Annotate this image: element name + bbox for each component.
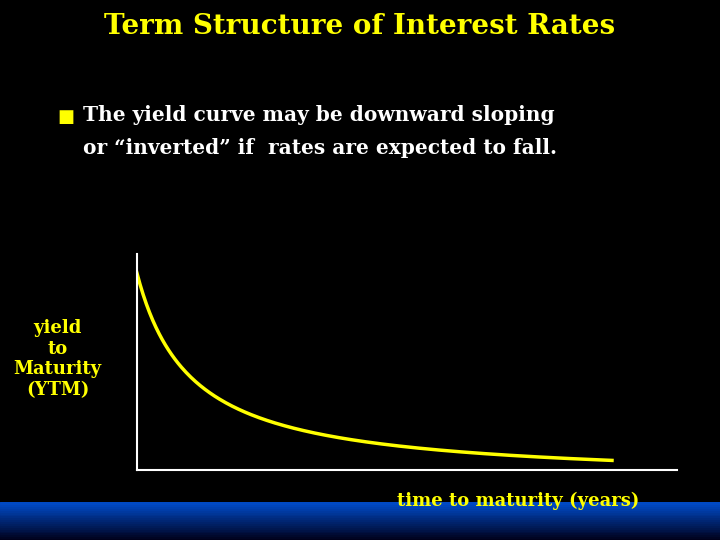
- Bar: [0, 504, 720, 506]
- Bar: [0, 508, 720, 510]
- Bar: [0, 519, 720, 521]
- Bar: [0, 529, 720, 530]
- Bar: [0, 527, 720, 529]
- Text: The yield curve may be downward sloping: The yield curve may be downward sloping: [83, 105, 554, 125]
- Bar: [0, 502, 720, 504]
- Bar: [0, 510, 720, 512]
- Bar: [0, 536, 720, 538]
- Bar: [0, 521, 720, 523]
- Bar: [0, 517, 720, 519]
- Bar: [0, 515, 720, 517]
- Bar: [0, 532, 720, 535]
- Bar: [0, 514, 720, 515]
- Text: time to maturity (years): time to maturity (years): [397, 491, 639, 510]
- Bar: [0, 530, 720, 532]
- Bar: [0, 538, 720, 540]
- Bar: [0, 525, 720, 527]
- Text: Term Structure of Interest Rates: Term Structure of Interest Rates: [104, 14, 616, 40]
- Text: or “inverted” if  rates are expected to fall.: or “inverted” if rates are expected to f…: [83, 138, 557, 158]
- Text: ■: ■: [58, 108, 75, 126]
- Bar: [0, 506, 720, 508]
- Bar: [0, 523, 720, 525]
- Bar: [0, 535, 720, 536]
- Text: yield
to
Maturity
(YTM): yield to Maturity (YTM): [14, 319, 102, 399]
- Bar: [0, 512, 720, 514]
